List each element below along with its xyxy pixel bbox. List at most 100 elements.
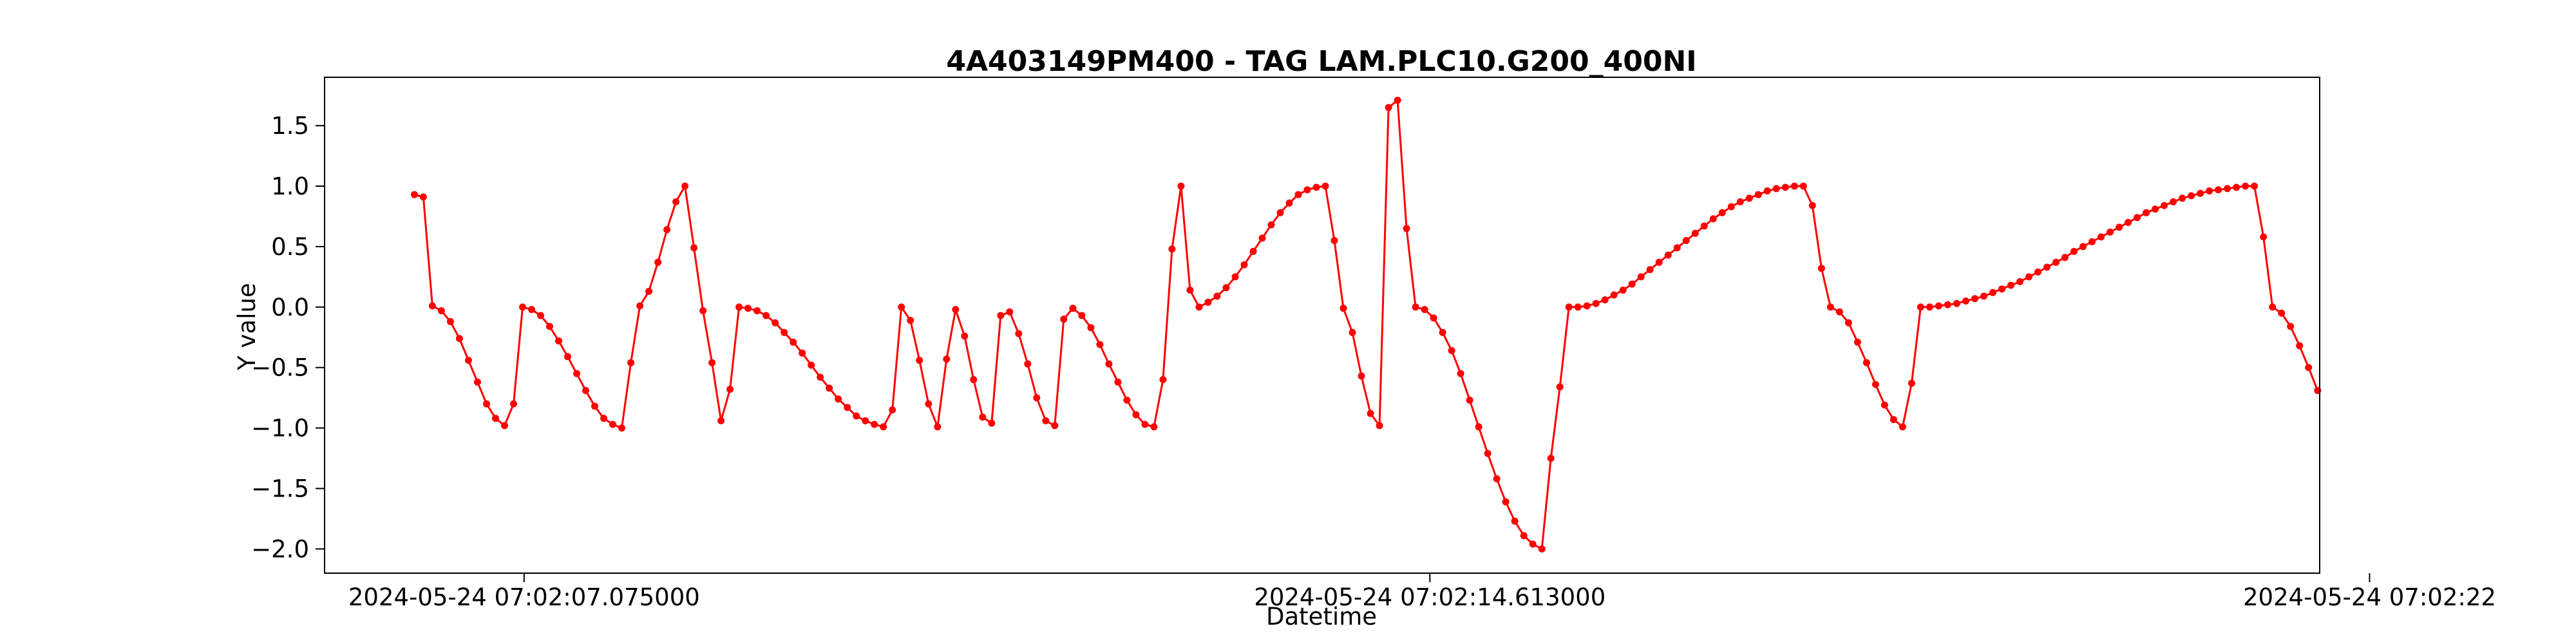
data-point: [2269, 303, 2277, 311]
data-point: [1899, 423, 1906, 431]
data-point: [1944, 301, 1951, 308]
y-tick-label: 1.0: [271, 173, 309, 200]
data-point: [1060, 316, 1068, 323]
data-point: [699, 307, 707, 314]
data-point: [1736, 198, 1744, 205]
data-point: [546, 323, 553, 330]
data-point: [1610, 291, 1618, 299]
data-point: [817, 374, 824, 381]
data-point: [2079, 243, 2087, 251]
data-point: [2025, 273, 2032, 281]
data-point: [1511, 517, 1519, 525]
data-point: [1150, 423, 1158, 431]
y-axis-label: Y value: [233, 283, 261, 370]
data-point: [844, 404, 851, 412]
data-point: [961, 332, 969, 340]
data-point: [1673, 244, 1681, 252]
x-axis: 2024-05-24 07:02:07.075000 2024-05-24 07:…: [348, 573, 2496, 611]
data-point: [618, 424, 625, 432]
y-tick-label: 0.5: [271, 233, 309, 261]
data-point: [1889, 416, 1897, 423]
data-point: [1240, 261, 1248, 269]
data-point: [2197, 189, 2204, 197]
data-point: [2206, 187, 2213, 194]
data-point: [1448, 346, 1455, 354]
data-point: [672, 198, 680, 205]
data-point: [790, 338, 797, 346]
data-point: [726, 386, 734, 393]
data-point: [2260, 233, 2268, 241]
data-point: [970, 376, 978, 383]
data-point: [1565, 303, 1573, 311]
data-point: [1655, 258, 1663, 266]
data-point: [1006, 308, 1014, 316]
y-axis: 1.5 1.0 0.5 0.0 −0.5 −1.0 −1.5 −2.0: [251, 112, 325, 563]
data-point: [835, 395, 842, 403]
data-point: [609, 421, 616, 428]
data-point: [464, 357, 472, 364]
data-point: [1177, 182, 1185, 190]
data-point: [1376, 422, 1383, 430]
data-point: [2170, 198, 2177, 205]
data-point: [2098, 233, 2105, 241]
data-point: [1123, 396, 1131, 404]
data-point: [1808, 202, 1816, 209]
data-point: [853, 412, 860, 420]
data-point: [2043, 263, 2050, 271]
data-point: [1331, 237, 1338, 244]
data-point: [1880, 401, 1888, 409]
data-point: [1926, 303, 1933, 311]
data-point: [2296, 342, 2304, 350]
data-point: [925, 400, 933, 408]
data-point: [1790, 182, 1798, 190]
x-axis-label: Datetime: [1266, 603, 1377, 630]
data-point: [1015, 330, 1023, 337]
x-tick-label: 2024-05-24 07:02:07.075000: [348, 583, 700, 611]
data-point: [826, 384, 833, 392]
data-point: [1394, 97, 1401, 104]
data-point: [1204, 298, 1212, 306]
data-point: [1042, 417, 1050, 424]
data-point: [681, 182, 689, 190]
data-point: [1700, 222, 1708, 230]
data-point: [573, 370, 580, 377]
y-tick-label: −2.0: [251, 535, 309, 563]
y-tick-label: 0.0: [271, 294, 309, 321]
data-point: [1051, 422, 1059, 430]
data-point: [898, 303, 905, 311]
data-point: [2007, 281, 2014, 289]
data-point: [1439, 328, 1446, 336]
data-point: [934, 423, 942, 431]
data-point: [1718, 209, 1726, 216]
data-point: [1871, 381, 1879, 388]
data-point: [1430, 314, 1437, 322]
data-point: [1168, 245, 1176, 253]
data-point: [1078, 312, 1086, 319]
chart-title: 4A403149PM400 - TAG LAM.PLC10.G200_400NI: [946, 45, 1696, 78]
data-point: [564, 353, 571, 361]
data-point: [735, 303, 743, 311]
data-point: [717, 417, 725, 424]
plot-area: [410, 97, 2322, 553]
data-point: [880, 423, 887, 431]
y-tick-label: −1.0: [251, 415, 309, 442]
data-point: [1583, 302, 1591, 310]
data-point: [1412, 303, 1419, 311]
data-point: [1303, 186, 1311, 194]
data-point: [1493, 475, 1501, 482]
data-point: [2233, 184, 2240, 191]
data-point: [1421, 306, 1428, 314]
data-point: [428, 302, 436, 310]
data-point: [997, 312, 1005, 319]
data-point: [591, 402, 598, 410]
data-point: [2278, 309, 2286, 317]
data-point: [772, 319, 779, 327]
data-point: [1349, 328, 1356, 336]
data-point: [1312, 184, 1320, 191]
data-point: [1998, 285, 2005, 293]
data-point: [1069, 305, 1077, 312]
data-point: [1574, 303, 1582, 311]
data-point: [1457, 370, 1464, 377]
data-point: [1141, 421, 1149, 428]
data-point: [2305, 364, 2313, 372]
